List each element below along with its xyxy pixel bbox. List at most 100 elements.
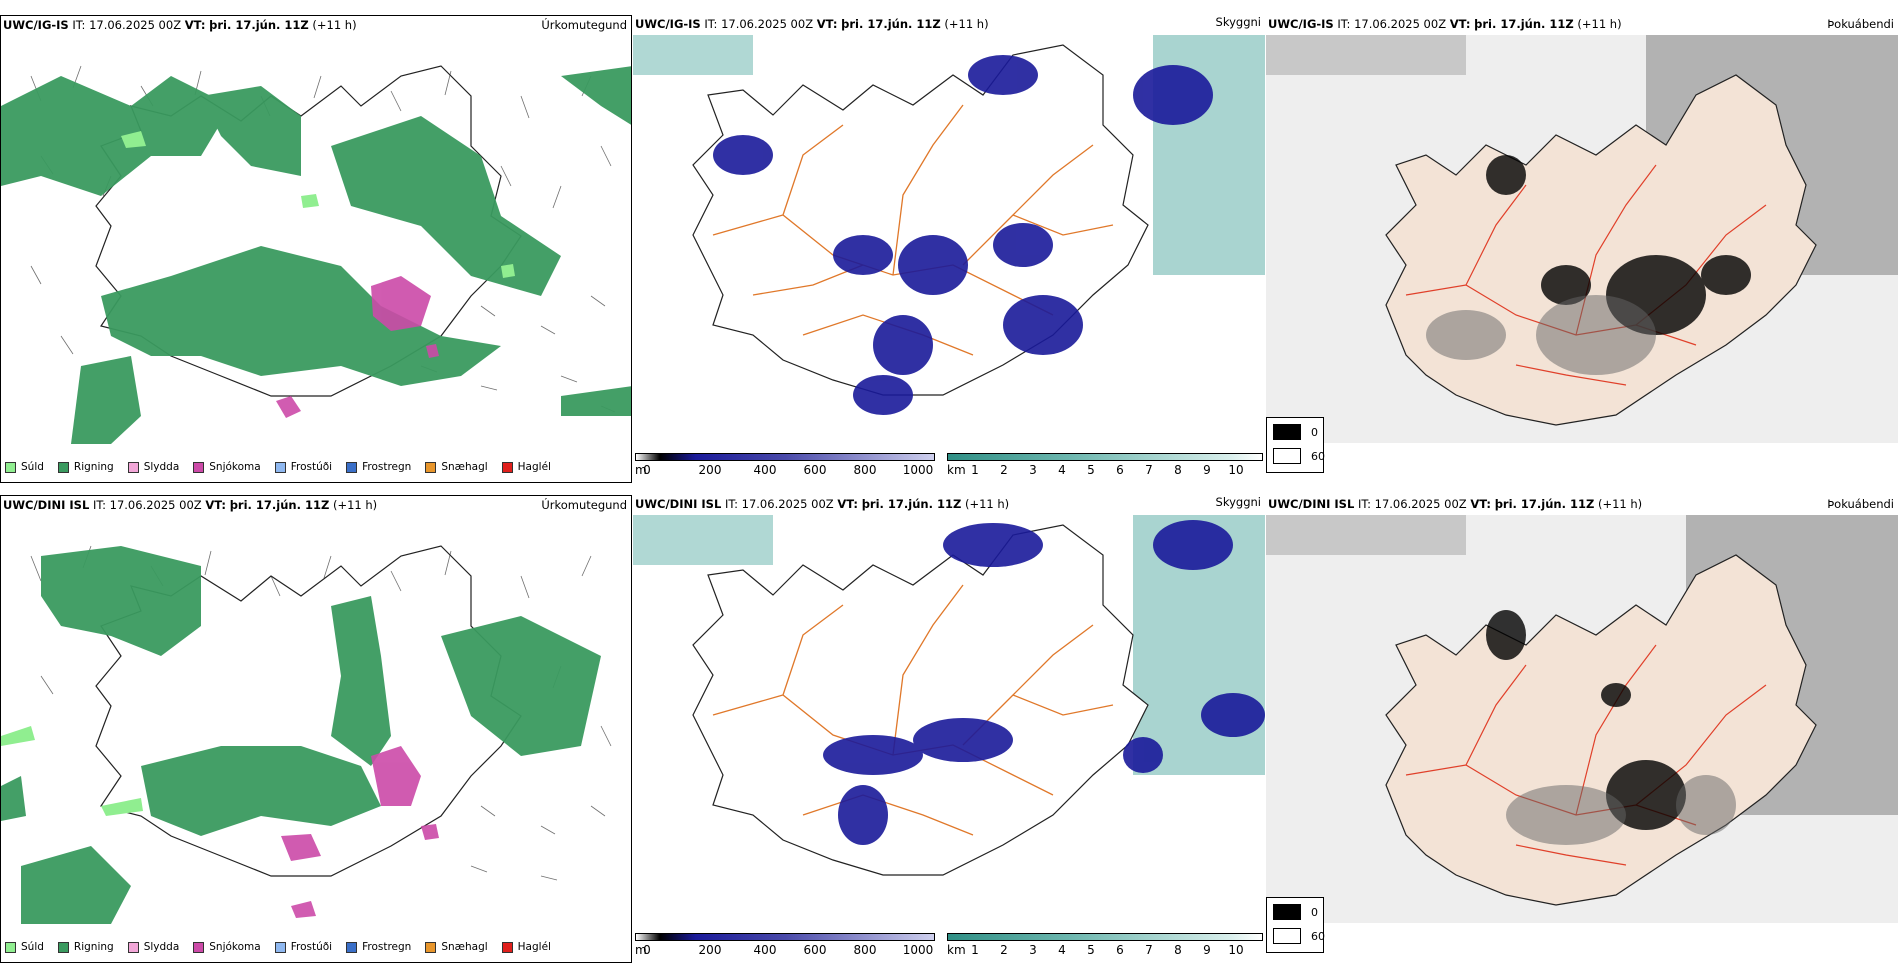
vt-value: þri. 17.jún. 11Z <box>209 18 309 32</box>
legend-item: Frostúði <box>274 461 332 473</box>
panel-header: UWC/IG-IS IT: 17.06.2025 00Z VT: þri. 17… <box>1268 17 1894 33</box>
lead-time: (+11 h) <box>312 18 357 32</box>
colorbars: m 0 200 400 600 800 1000 km 1 2 3 4 5 6 … <box>635 453 1263 477</box>
panel-title: Þokuábendi <box>1827 497 1894 511</box>
vt-label: VT: <box>205 498 227 512</box>
vt-label: VT: <box>816 17 838 31</box>
vt-value: þri. 17.jún. 11Z <box>861 497 962 511</box>
precip-panel-row2: UWC/DINI ISL IT: 17.06.2025 00Z VT: þri.… <box>0 495 632 963</box>
cloud-map <box>633 35 1265 443</box>
legend-item: Haglél <box>501 461 551 473</box>
tick: 10 <box>1228 463 1244 477</box>
lead-time: (+11 h) <box>1577 17 1622 31</box>
tick: 8 <box>1174 463 1182 477</box>
cloud-panel-row2: UWC/DINI ISL IT: 17.06.2025 00Z VT: þri.… <box>633 495 1265 963</box>
cloudbase-unit: m <box>635 463 647 477</box>
cloud-map <box>633 515 1265 923</box>
panel-title: Úrkomutegund <box>541 498 627 512</box>
model-name: UWC/IG-IS <box>1268 17 1334 31</box>
model-name: UWC/DINI ISL <box>1268 497 1355 511</box>
rain-areas <box>1 66 631 444</box>
fog-panel-row1: UWC/IG-IS IT: 17.06.2025 00Z VT: þri. 17… <box>1266 15 1898 483</box>
vt-label: VT: <box>184 18 206 32</box>
precip-map <box>1 516 631 924</box>
precip-panel-row1: UWC/IG-IS IT: 17.06.2025 00Z VT: þri. 17… <box>0 15 632 483</box>
snow-areas <box>276 276 439 418</box>
low-cloud <box>713 55 1213 415</box>
fog-panel-row2: UWC/DINI ISL IT: 17.06.2025 00Z VT: þri.… <box>1266 495 1898 963</box>
it-label: IT: <box>724 497 738 511</box>
lead-time: (+11 h) <box>964 497 1010 511</box>
panel-header: UWC/IG-IS IT: 17.06.2025 00Z VT: þri. 17… <box>635 15 1261 33</box>
it-value: 17.06.2025 00Z <box>1374 497 1467 511</box>
tick: 4 <box>1058 943 1066 957</box>
precip-legend: Súld Rigning Slydda Snjókoma Frostúði Fr… <box>5 458 551 476</box>
tick: 200 <box>698 463 722 477</box>
tick: 600 <box>803 943 827 957</box>
vt-value: þri. 17.jún. 11Z <box>1494 497 1595 511</box>
vt-label: VT: <box>1470 497 1492 511</box>
it-value: 17.06.2025 00Z <box>1354 17 1447 31</box>
tick: 800 <box>853 463 877 477</box>
it-value: 17.06.2025 00Z <box>109 498 202 512</box>
it-label: IT: <box>704 17 718 31</box>
tick: 3 <box>1029 463 1037 477</box>
it-label: IT: <box>92 498 106 512</box>
precip-legend: Súld Rigning Slydda Snjókoma Frostúði Fr… <box>5 938 551 956</box>
vt-label: VT: <box>837 497 859 511</box>
tick: 4 <box>1058 463 1066 477</box>
model-name: UWC/IG-IS <box>3 18 69 32</box>
precip-map <box>1 36 631 444</box>
tick: 400 <box>753 463 777 477</box>
panel-header: UWC/DINI ISL IT: 17.06.2025 00Z VT: þri.… <box>3 498 627 514</box>
vt-value: þri. 17.jún. 11Z <box>229 498 330 512</box>
legend-item: Frostregn <box>346 461 411 473</box>
fog-legend-black: 0 <box>1311 905 1318 919</box>
cloud-panel-row1: UWC/IG-IS IT: 17.06.2025 00Z VT: þri. 17… <box>633 15 1265 483</box>
tick: 3 <box>1029 943 1037 957</box>
legend-item: Frostregn <box>346 941 411 953</box>
lead-time: (+11 h) <box>1597 497 1643 511</box>
drizzle-areas <box>121 131 515 278</box>
tick: 8 <box>1174 943 1182 957</box>
tick: 6 <box>1116 463 1124 477</box>
tick: 400 <box>753 943 777 957</box>
tick: 800 <box>853 943 877 957</box>
vt-label: VT: <box>1449 17 1471 31</box>
tick: 2 <box>1000 463 1008 477</box>
vis-sea-left <box>633 35 753 75</box>
it-label: IT: <box>72 18 86 32</box>
fog-legend: 0 60 <box>1266 897 1325 953</box>
fog-legend-black: 0 <box>1311 425 1318 439</box>
tick: 1 <box>971 943 979 957</box>
panel-title: Skyggni <box>1215 15 1261 29</box>
legend-item: Snjókoma <box>193 461 261 473</box>
fog-map <box>1266 35 1898 443</box>
legend-item: Súld <box>5 461 44 473</box>
fog-legend-white: 60 <box>1311 449 1325 463</box>
fog-legend: 0 60 <box>1266 417 1325 473</box>
it-label: IT: <box>1357 497 1371 511</box>
model-name: UWC/IG-IS <box>635 17 701 31</box>
vt-value: þri. 17.jún. 11Z <box>841 17 941 31</box>
tick: 5 <box>1087 943 1095 957</box>
lead-time: (+11 h) <box>944 17 989 31</box>
tick: 7 <box>1145 463 1153 477</box>
model-name: UWC/DINI ISL <box>3 498 90 512</box>
tick: 5 <box>1087 463 1095 477</box>
lead-time: (+11 h) <box>332 498 378 512</box>
visibility-unit: km <box>947 943 966 957</box>
it-value: 17.06.2025 00Z <box>741 497 834 511</box>
tick: 200 <box>698 943 722 957</box>
tick: 1000 <box>902 943 934 957</box>
tick: 10 <box>1228 943 1244 957</box>
model-name: UWC/DINI ISL <box>635 497 722 511</box>
legend-item: Snæhagl <box>425 941 488 953</box>
legend-item: Slydda <box>127 941 179 953</box>
vt-value: þri. 17.jún. 11Z <box>1474 17 1574 31</box>
visibility-unit: km <box>947 463 966 477</box>
tick: 1000 <box>902 463 934 477</box>
legend-item: Rigning <box>57 941 114 953</box>
colorbars: m 0 200 400 600 800 1000 km 1 2 3 4 5 6 … <box>635 933 1263 957</box>
legend-item: Haglél <box>501 941 551 953</box>
